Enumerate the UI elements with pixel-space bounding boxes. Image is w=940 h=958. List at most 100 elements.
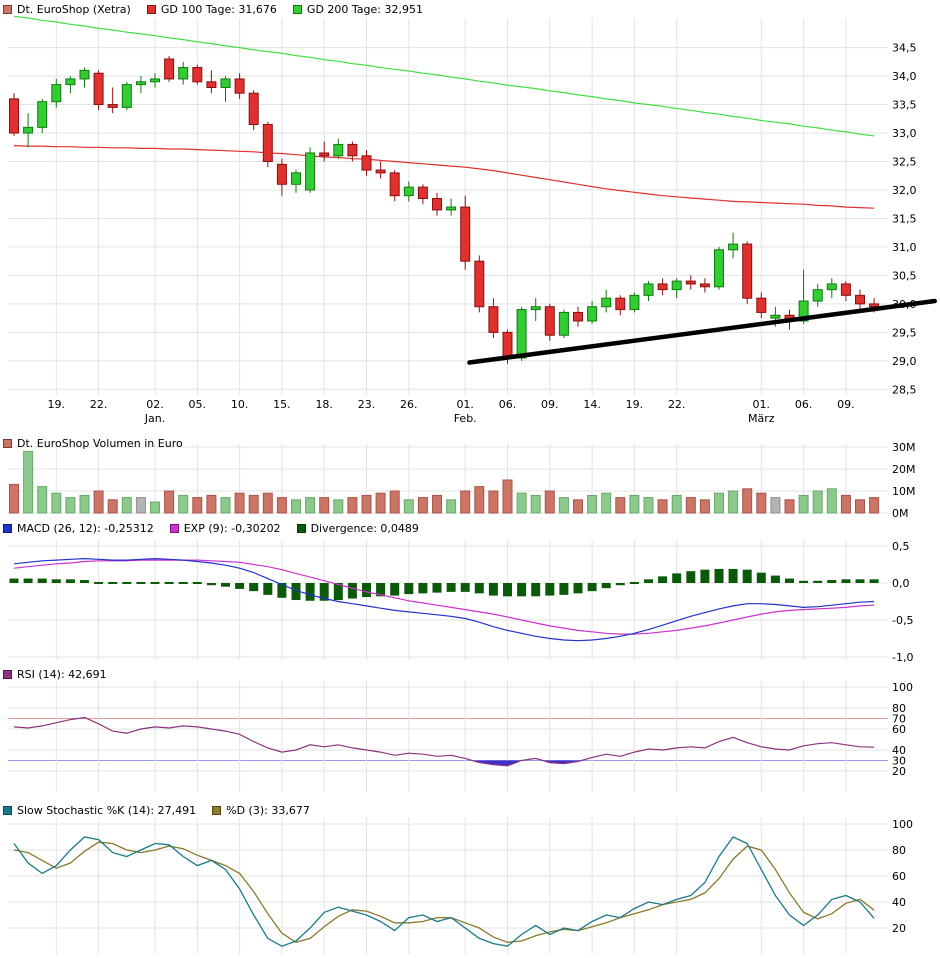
gd200-swatch-icon [292,5,302,14]
volume-label: Dt. EuroShop Volumen in Euro [17,437,183,450]
svg-text:20: 20 [892,765,906,778]
svg-text:-0,5: -0,5 [892,614,913,627]
svg-text:31,0: 31,0 [892,241,917,254]
macd-swatch-icon [3,524,12,533]
svg-text:19.: 19. [626,398,644,411]
volume-legend: Dt. EuroShop Volumen in Euro [3,437,183,450]
legend-item: GD 200 Tage: 32,951 [292,3,423,16]
stochastic-grid [8,818,888,954]
svg-text:33,0: 33,0 [892,127,917,140]
legend-item: Dt. EuroShop Volumen in Euro [3,437,183,450]
gd100-swatch-icon [146,5,156,14]
legend-item: %D (3): 33,677 [212,804,310,817]
svg-text:32,0: 32,0 [892,184,917,197]
price-legend: Dt. EuroShop (Xetra) GD 100 Tage: 31,676… [3,3,423,16]
exp-swatch-icon [169,524,179,533]
macd-legend: MACD (26, 12): -0,25312 EXP (9): -0,3020… [3,522,419,535]
rsi-legend: RSI (14): 42,691 [3,668,107,681]
svg-text:60: 60 [892,870,906,883]
rsi-swatch-icon [3,670,12,679]
svg-text:Feb.: Feb. [454,412,477,425]
macd-grid [8,540,888,660]
svg-text:März: März [748,412,775,425]
svg-text:34,5: 34,5 [892,42,917,55]
volume-bars [9,450,880,514]
candles [9,56,880,364]
volume-swatch-icon [3,439,12,448]
svg-text:14.: 14. [583,398,601,411]
legend-item: EXP (9): -0,30202 [169,522,281,535]
legend-item: RSI (14): 42,691 [3,668,107,681]
svg-text:31,5: 31,5 [892,212,917,225]
stochastic-legend: Slow Stochastic %K (14): 27,491 %D (3): … [3,804,310,817]
volume-bar-chart: 30M 20M 10M 0M [8,441,916,520]
stochastic-d-line [13,841,875,944]
svg-text:Jan.: Jan. [144,412,165,425]
divergence-histogram [9,568,879,601]
svg-text:29,0: 29,0 [892,355,917,368]
macd-line [13,557,875,642]
svg-text:80: 80 [892,702,906,715]
svg-text:60: 60 [892,723,906,736]
svg-text:34,0: 34,0 [892,70,917,83]
stochastic-axis-labels: 100 80 60 40 20 [892,818,913,935]
stochastic-chart: 100 80 60 40 20 [8,818,913,954]
support-trendline [467,298,937,365]
svg-text:0,5: 0,5 [892,540,910,553]
svg-text:100: 100 [892,681,913,694]
svg-text:20: 20 [892,922,906,935]
gd200-label: GD 200 Tage: 32,951 [306,3,423,16]
svg-text:19.: 19. [48,398,66,411]
svg-text:09.: 09. [837,398,855,411]
svg-text:100: 100 [892,818,913,831]
price-candlestick-chart: 34,534,033,533,032,532,031,531,030,530,0… [8,15,937,425]
exp-signal-line [13,559,875,635]
svg-text:40: 40 [892,896,906,909]
svg-text:10M: 10M [892,485,916,498]
svg-text:26.: 26. [400,398,418,411]
svg-text:-1,0: -1,0 [892,651,913,662]
svg-text:09.: 09. [541,398,559,411]
stochastic-d-swatch-icon [212,806,222,815]
svg-text:06.: 06. [499,398,517,411]
svg-text:28,5: 28,5 [892,383,917,396]
svg-text:22.: 22. [668,398,686,411]
rsi-oversold-fill [472,760,582,766]
gd100-line [13,145,875,209]
rsi-grid [8,680,888,792]
svg-text:06.: 06. [795,398,813,411]
svg-text:23.: 23. [358,398,376,411]
svg-text:30,5: 30,5 [892,269,917,282]
gd200-line [13,15,875,137]
svg-text:20M: 20M [892,463,916,476]
stochastic-k-label: Slow Stochastic %K (14): 27,491 [17,804,197,817]
svg-text:05.: 05. [189,398,207,411]
macd-label: MACD (26, 12): -0,25312 [17,522,154,535]
macd-chart: 0,5 0,0 -0,5 -1,0 [8,540,913,662]
exp-label: EXP (9): -0,30202 [183,522,281,535]
volume-axis-labels: 30M 20M 10M 0M [892,441,916,520]
price-series-swatch-icon [3,5,12,14]
svg-text:0,0: 0,0 [892,577,910,590]
svg-text:15.: 15. [273,398,291,411]
svg-text:80: 80 [892,844,906,857]
svg-text:0M: 0M [892,507,909,520]
svg-text:02.: 02. [146,398,164,411]
svg-text:22.: 22. [90,398,108,411]
svg-text:29,5: 29,5 [892,326,917,339]
svg-text:70: 70 [892,713,906,726]
legend-item: Dt. EuroShop (Xetra) [3,3,131,16]
rsi-line [13,716,875,767]
svg-text:30M: 30M [892,441,916,454]
legend-item: Divergence: 0,0489 [296,522,419,535]
price-series-label: Dt. EuroShop (Xetra) [17,3,131,16]
svg-text:18.: 18. [315,398,333,411]
svg-text:01.: 01. [753,398,771,411]
rsi-label: RSI (14): 42,691 [17,668,107,681]
stochastic-k-swatch-icon [3,806,12,815]
stochastic-k-line [13,836,875,947]
stochastic-d-label: %D (3): 33,677 [226,804,310,817]
svg-text:30: 30 [892,755,906,768]
